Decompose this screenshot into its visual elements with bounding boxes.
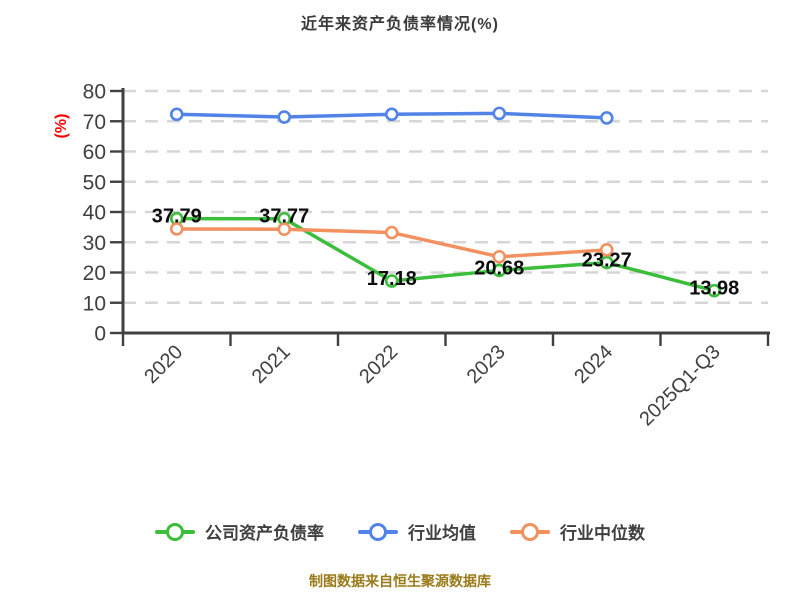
legend-label-industry-mean: 行业均值 bbox=[408, 524, 476, 543]
legend-label-industry-median: 行业中位数 bbox=[560, 524, 645, 543]
legend-item-company-ratio[interactable]: 公司资产负债率 bbox=[155, 519, 324, 544]
data-source-caption: 制图数据来自恒生聚源数据库 bbox=[309, 573, 491, 589]
y-axis-tick-label: 70 bbox=[83, 111, 106, 134]
series-line bbox=[175, 216, 716, 293]
line-dot-icon bbox=[510, 522, 550, 541]
data-point-label: 13.98 bbox=[689, 278, 739, 300]
chart-title: 近年来资产负债率情况(%) bbox=[301, 16, 499, 33]
data-point-label: 37.77 bbox=[259, 206, 309, 228]
x-axis-tick-label: 2020 bbox=[140, 341, 187, 388]
data-point-label: 17.18 bbox=[367, 268, 417, 290]
x-axis-tick-label: 2025Q1-Q3 bbox=[635, 341, 724, 430]
data-point-marker bbox=[492, 249, 507, 264]
data-point-marker bbox=[707, 283, 722, 298]
y-axis-tick-label: 40 bbox=[83, 202, 106, 225]
data-point-marker bbox=[492, 263, 507, 278]
x-axis-tick-label: 2024 bbox=[570, 341, 617, 388]
data-point-label: 37.79 bbox=[152, 206, 202, 228]
axis-lines bbox=[121, 88, 770, 335]
y-axis-tick-label: 30 bbox=[83, 232, 106, 255]
legend: 公司资产负债率 行业均值 行业中位数 bbox=[0, 519, 800, 544]
data-point-marker bbox=[492, 106, 507, 121]
data-point-marker bbox=[169, 107, 184, 122]
plot-area: 80 70 60 50 40 30 20 10 0 2020 2021 2022 2023 2024 202… bbox=[83, 81, 770, 430]
legend-item-industry-median[interactable]: 行业中位数 bbox=[510, 519, 645, 544]
line-dot-icon bbox=[155, 522, 195, 541]
data-point-marker bbox=[169, 222, 184, 236]
y-axis-tick-label: 10 bbox=[83, 292, 106, 315]
y-axis-tick-label: 50 bbox=[83, 171, 106, 194]
data-point-label: 20.68 bbox=[474, 257, 524, 279]
x-axis-tick-label: 2022 bbox=[355, 341, 402, 388]
y-axis-tick-label: 60 bbox=[83, 141, 106, 164]
data-point-marker bbox=[384, 274, 399, 288]
data-point-marker bbox=[277, 110, 292, 124]
legend-item-industry-mean[interactable]: 行业均值 bbox=[358, 519, 476, 544]
x-axis-tick-label: 2021 bbox=[248, 341, 295, 388]
line-dot-icon bbox=[358, 522, 398, 541]
y-axis-tick-label: 80 bbox=[83, 81, 106, 104]
data-point-marker bbox=[277, 222, 292, 237]
data-point-marker bbox=[599, 255, 614, 270]
data-point-label: 23.27 bbox=[582, 250, 632, 272]
y-axis-tick-label: 20 bbox=[83, 262, 106, 285]
legend-label-company-ratio: 公司资产负债率 bbox=[205, 524, 324, 543]
x-axis-tick-label: 2023 bbox=[463, 341, 510, 388]
data-point-marker bbox=[384, 107, 399, 122]
data-point-marker bbox=[599, 111, 614, 125]
data-point-marker bbox=[384, 225, 399, 240]
data-point-marker bbox=[599, 243, 614, 257]
y-axis-tick-label: 0 bbox=[94, 323, 106, 346]
